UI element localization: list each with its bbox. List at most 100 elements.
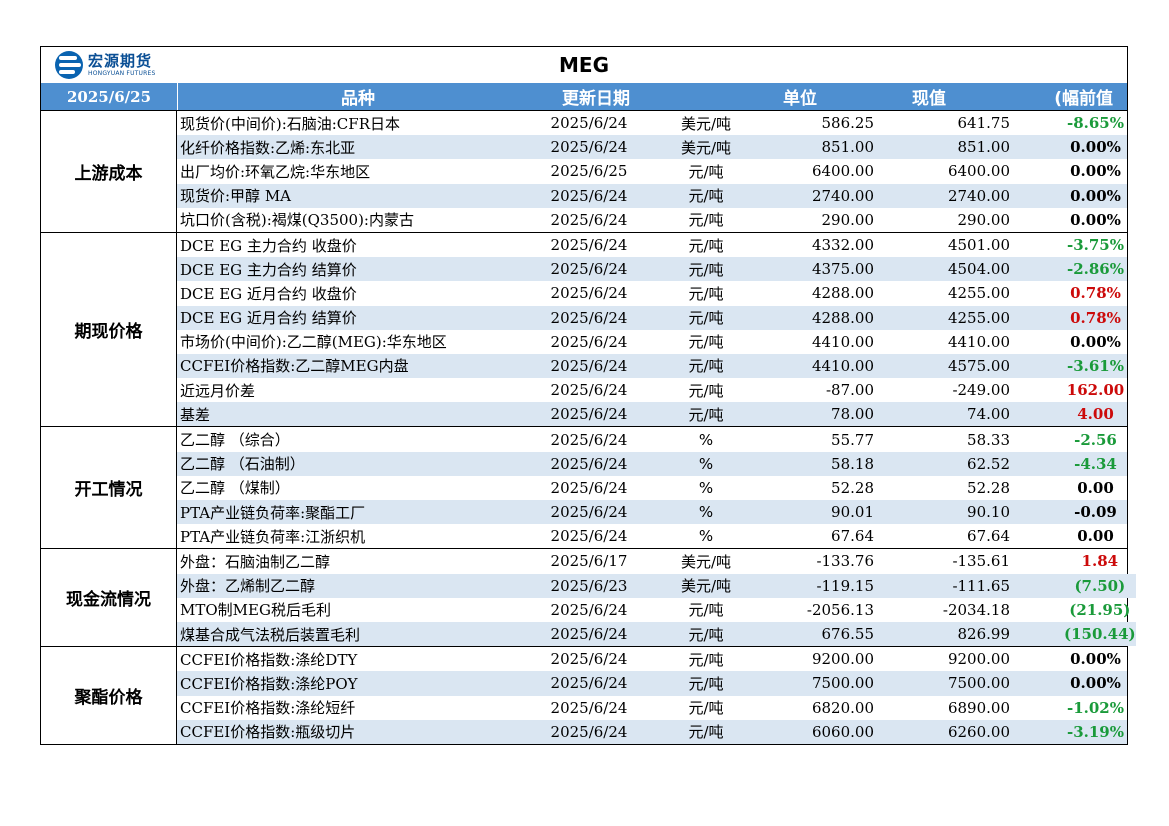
section: 聚酯价格 CCFEI价格指数:涤纶DTY 2025/6/24 元/吨 9200.00 92…: [40, 646, 1128, 745]
unit-cell: 元/吨: [688, 236, 724, 255]
update-date-cell: 2025/6/24: [550, 454, 628, 473]
change-cell: -1.02%: [1066, 698, 1124, 717]
update-date-cell: 2025/6/24: [550, 650, 628, 669]
update-date-cell: 2025/6/24: [550, 308, 628, 327]
previous-value-cell: 586.25: [821, 114, 875, 133]
current-value-cell: -2034.18: [942, 600, 1010, 619]
change-cell: -3.19%: [1066, 722, 1124, 741]
variety-cell: 外盘：石脑油制乙二醇: [180, 552, 331, 571]
current-value-cell: 4575.00: [947, 356, 1010, 375]
current-value-cell: 52.28: [967, 478, 1010, 497]
table-row: DCE EG 近月合约 结算价 2025/6/24 元/吨 4288.00 4255.0…: [177, 305, 1127, 330]
current-value-cell: 6400.00: [947, 162, 1010, 181]
unit-cell: %: [698, 454, 714, 473]
unit-cell: %: [698, 527, 714, 546]
table-row: 乙二醇 （石油制） 2025/6/24% 58.18 62.52 -4.34: [177, 451, 1127, 476]
change-cell: 0.00: [1077, 478, 1114, 497]
previous-value-cell: 4332.00: [811, 236, 874, 255]
data-sheet: 宏源期货 HONGYUAN FUTURES MEG 2025/6/25 品种 更…: [40, 46, 1136, 745]
change-cell: (21.95): [1069, 600, 1131, 619]
previous-value-cell: 67.64: [831, 527, 874, 546]
header-change: (幅前值: [1054, 89, 1113, 109]
previous-value-cell: 7500.00: [811, 674, 874, 693]
header-date: 2025/6/25: [41, 83, 178, 110]
table-row: 现货价(中间价):石脑油:CFR日本 2025/6/24 美元/吨 586.25 641…: [177, 111, 1127, 135]
variety-cell: 出厂均价:环氧乙烷:华东地区: [180, 162, 371, 181]
previous-value-cell: 52.28: [831, 478, 874, 497]
previous-value-cell: -133.76: [816, 552, 874, 571]
logo-icon: [55, 51, 83, 79]
previous-value-cell: 4410.00: [811, 356, 874, 375]
brand-logo: 宏源期货 HONGYUAN FUTURES: [55, 51, 156, 79]
update-date-cell: 2025/6/24: [550, 674, 628, 693]
variety-cell: DCE EG 近月合约 收盘价: [180, 284, 357, 303]
variety-cell: CCFEI价格指数:乙二醇MEG内盘: [180, 357, 409, 376]
table-row: CCFEI价格指数:瓶级切片 2025/6/24 元/吨 6060.00 6260.00…: [177, 719, 1127, 744]
change-cell: 0.00%: [1070, 210, 1121, 229]
previous-value-cell: 290.00: [821, 210, 875, 229]
current-value-cell: 826.99: [957, 625, 1011, 644]
change-cell: 0.00%: [1070, 162, 1121, 181]
unit-cell: 元/吨: [688, 625, 724, 644]
change-cell: -4.34: [1074, 454, 1117, 473]
update-date-cell: 2025/6/24: [550, 138, 628, 157]
previous-value-cell: 2740.00: [811, 186, 874, 205]
variety-cell: 现货价:甲醇 MA: [180, 187, 292, 206]
unit-cell: 元/吨: [688, 260, 724, 279]
change-cell: 162.00: [1066, 381, 1125, 400]
current-value-cell: 6260.00: [947, 722, 1010, 741]
change-cell: 0.78%: [1070, 284, 1121, 303]
variety-cell: 现货价(中间价):石脑油:CFR日本: [180, 114, 400, 133]
header-unit: 单位: [783, 89, 817, 109]
variety-cell: DCE EG 主力合约 收盘价: [180, 236, 357, 255]
current-value-cell: 6890.00: [947, 698, 1010, 717]
variety-cell: 基差: [180, 405, 211, 424]
current-value-cell: 4501.00: [947, 236, 1010, 255]
current-value-cell: -249.00: [952, 381, 1010, 400]
current-value-cell: 90.10: [967, 503, 1010, 522]
variety-cell: 市场价(中间价):乙二醇(MEG):华东地区: [180, 333, 447, 352]
variety-cell: CCFEI价格指数:涤纶POY: [180, 674, 358, 693]
table-row: PTA产业链负荷率:江浙织机 2025/6/24% 67.64 67.64 0.00: [177, 524, 1127, 548]
update-date-cell: 2025/6/24: [550, 114, 628, 133]
change-cell: -8.65%: [1066, 114, 1124, 133]
table-row: 基差 2025/6/24 元/吨 78.00 74.00 4.00: [177, 402, 1127, 427]
current-value-cell: 290.00: [957, 210, 1011, 229]
variety-cell: MTO制MEG税后毛利: [180, 601, 331, 620]
variety-cell: CCFEI价格指数:瓶级切片: [180, 723, 356, 742]
update-date-cell: 2025/6/24: [550, 186, 628, 205]
current-value-cell: 62.52: [967, 454, 1010, 473]
update-date-cell: 2025/6/24: [550, 405, 628, 424]
brand-name-cn: 宏源期货: [88, 51, 153, 70]
update-date-cell: 2025/6/24: [550, 430, 628, 449]
table-row: 近远月价差 2025/6/24 元/吨 -87.00 -249.00 162.00: [177, 378, 1127, 402]
current-value-cell: 4410.00: [947, 332, 1010, 351]
change-cell: 0.00%: [1070, 138, 1121, 157]
change-cell: 0.78%: [1070, 308, 1121, 327]
section-category: 上游成本: [41, 111, 177, 232]
unit-cell: 美元/吨: [680, 138, 732, 157]
unit-cell: %: [698, 430, 714, 449]
unit-cell: %: [698, 478, 714, 497]
section-category: 开工情况: [41, 427, 177, 549]
current-value-cell: 2740.00: [947, 186, 1010, 205]
variety-cell: 乙二醇 （综合）: [180, 431, 290, 450]
title-row: 宏源期货 HONGYUAN FUTURES MEG: [40, 46, 1128, 83]
unit-cell: 元/吨: [688, 333, 724, 352]
change-cell: -0.09: [1074, 503, 1117, 522]
update-date-cell: 2025/6/24: [550, 260, 628, 279]
variety-cell: CCFEI价格指数:涤纶DTY: [180, 650, 358, 669]
table-row: 现货价:甲醇 MA 2025/6/24 元/吨 2740.00 2740.00 0.00%: [177, 183, 1127, 208]
update-date-cell: 2025/6/24: [550, 356, 628, 375]
previous-value-cell: 4410.00: [811, 332, 874, 351]
table-row: 出厂均价:环氧乙烷:华东地区 2025/6/25 元/吨 6400.00 6400.00…: [177, 159, 1127, 183]
current-value-cell: 4255.00: [947, 284, 1010, 303]
previous-value-cell: 55.77: [831, 430, 874, 449]
table-row: DCE EG 主力合约 收盘价 2025/6/24 元/吨 4332.00 4501.0…: [177, 233, 1127, 257]
update-date-cell: 2025/6/24: [550, 503, 628, 522]
unit-cell: 元/吨: [688, 723, 724, 742]
section-category: 期现价格: [41, 232, 177, 427]
variety-cell: 煤基合成气法税后装置毛利: [180, 625, 361, 644]
change-cell: 0.00%: [1070, 650, 1121, 669]
table-row: 坑口价(含税):褐煤(Q3500):内蒙古 2025/6/24 元/吨 290.00 2…: [177, 208, 1127, 232]
